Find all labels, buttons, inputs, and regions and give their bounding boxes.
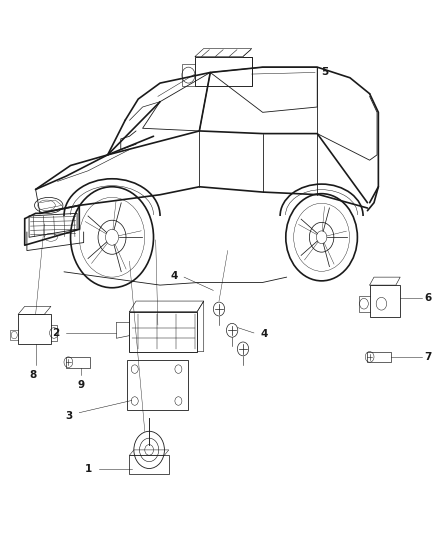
Text: 7: 7 [424, 352, 431, 362]
Text: 6: 6 [424, 293, 431, 303]
Text: 9: 9 [78, 379, 85, 390]
Text: 1: 1 [85, 464, 92, 473]
Text: 4: 4 [170, 271, 177, 280]
Text: 8: 8 [30, 370, 37, 380]
Text: 4: 4 [261, 329, 268, 339]
Text: 3: 3 [66, 411, 73, 422]
Text: 5: 5 [321, 68, 329, 77]
Text: 2: 2 [53, 328, 60, 338]
